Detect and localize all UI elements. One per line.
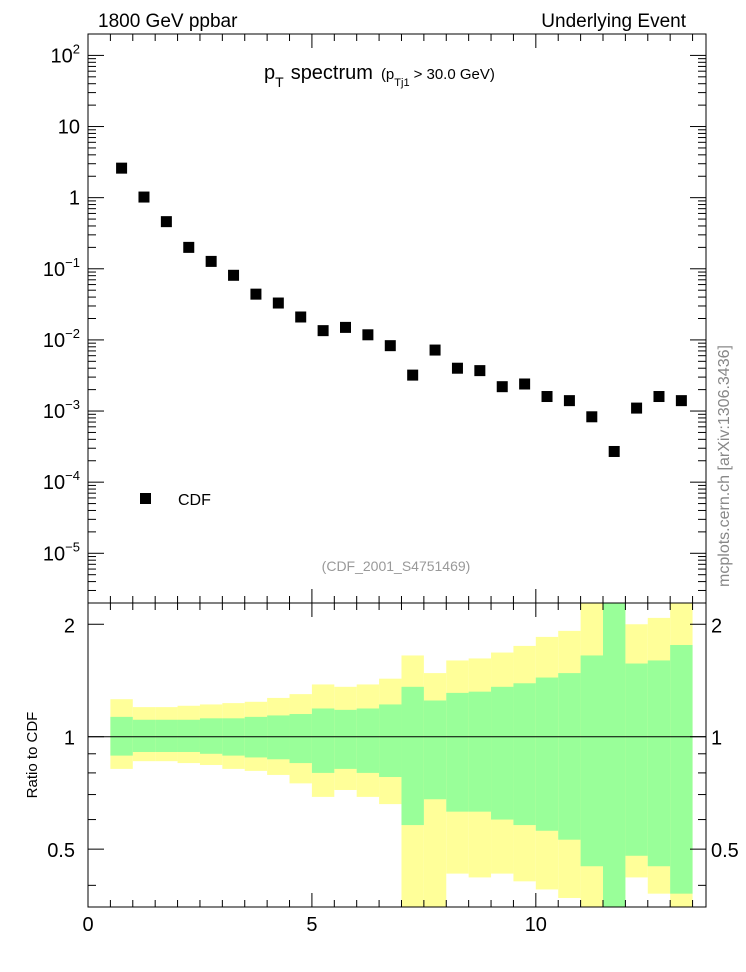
data-point	[653, 391, 665, 403]
band-inner-bin	[199, 718, 223, 754]
ratio-y-tick-label: 2	[64, 615, 75, 637]
band-inner-bin	[468, 691, 492, 812]
data-point	[250, 288, 262, 300]
data-point	[228, 269, 240, 281]
legend-label-cdf: CDF	[178, 492, 211, 509]
header-left: 1800 GeV ppbar	[98, 11, 238, 32]
main-panel-frame	[87, 33, 707, 604]
header-right: Underlying Event	[541, 11, 686, 32]
band-inner-bin	[647, 660, 671, 867]
data-point	[675, 395, 687, 407]
data-point	[519, 378, 531, 390]
data-point	[160, 216, 172, 228]
data-point	[631, 402, 643, 414]
band-inner-bin	[155, 719, 178, 752]
data-point	[407, 369, 419, 381]
y-tick-label: 10−1	[43, 255, 80, 281]
tick-marks	[87, 33, 706, 907]
y-tick-label: 10−2	[43, 326, 80, 352]
data-point	[496, 381, 508, 393]
band-inner-bin	[670, 644, 693, 894]
data-point	[116, 162, 128, 174]
band-inner-bin	[401, 686, 424, 826]
band-inner-bin	[334, 709, 357, 769]
ratio-panel-frame	[87, 602, 707, 908]
band-inner-bin	[289, 714, 312, 764]
x-tick-label: 0	[82, 914, 93, 936]
legend-marker-cdf	[140, 493, 151, 504]
mcplots-watermark: mcplots.cern.ch [arXiv:1306.3436]	[716, 345, 733, 587]
data-point	[474, 365, 486, 377]
data-point	[272, 297, 284, 309]
band-inner-bin	[446, 692, 469, 812]
y-tick-label: 1	[69, 188, 80, 210]
band-inner-bin	[356, 708, 380, 773]
data-point	[183, 241, 195, 253]
y-tick-labels: 102 10 1 10−1 10−2 10−3 10−4 10−5	[43, 41, 80, 565]
data-point	[317, 325, 329, 337]
band-inner-bin	[558, 673, 581, 840]
band-inner-bin	[311, 708, 335, 773]
data-point	[541, 391, 553, 403]
ratio-y-tick-label-right: 0.5	[711, 840, 739, 862]
ratio-y-tick-labels: 0.5 0.5 1 1 2 2	[47, 615, 739, 862]
band-inner-bin	[603, 603, 626, 907]
y-tick-label: 10−3	[43, 397, 80, 423]
y-tick-label: 10−4	[43, 468, 80, 494]
ratio-y-axis-title: Ratio to CDF	[24, 712, 41, 799]
x-tick-label: 10	[525, 914, 547, 936]
y-tick-label: 102	[51, 41, 80, 67]
ratio-bands	[110, 603, 693, 907]
band-inner-bin	[379, 704, 402, 778]
data-point	[205, 255, 217, 267]
data-point	[340, 321, 351, 333]
ratio-y-tick-label-right: 1	[711, 728, 722, 750]
band-inner-bin	[132, 719, 156, 752]
band-inner-bin	[423, 700, 447, 800]
band-inner-bin	[535, 677, 559, 831]
ratio-y-tick-label: 0.5	[47, 840, 75, 862]
band-inner-bin	[580, 655, 603, 867]
data-point	[429, 344, 441, 356]
data-point	[563, 395, 575, 407]
data-point	[295, 311, 307, 323]
band-inner-bin	[491, 686, 514, 820]
ratio-y-tick-label: 1	[64, 728, 75, 750]
data-point	[451, 362, 463, 374]
band-inner-bin	[625, 663, 648, 856]
analysis-id: (CDF_2001_S4751469)	[322, 558, 471, 574]
data-point	[362, 329, 374, 341]
x-tick-labels: 0 5 10	[82, 914, 547, 936]
data-point	[608, 445, 620, 457]
data-point	[586, 411, 598, 423]
data-point	[384, 340, 396, 352]
band-inner-bin	[177, 719, 200, 752]
data-points	[116, 162, 687, 457]
chart-title: pT spectrum (pTj1 > 30.0 GeV)	[264, 62, 495, 90]
data-point	[138, 191, 150, 203]
band-inner-bin	[513, 683, 536, 826]
ratio-y-tick-label-right: 2	[711, 615, 722, 637]
y-tick-label: 10−5	[43, 539, 80, 565]
band-inner-bin	[267, 715, 290, 760]
x-tick-label: 5	[306, 914, 317, 936]
y-tick-label: 10	[58, 117, 80, 139]
